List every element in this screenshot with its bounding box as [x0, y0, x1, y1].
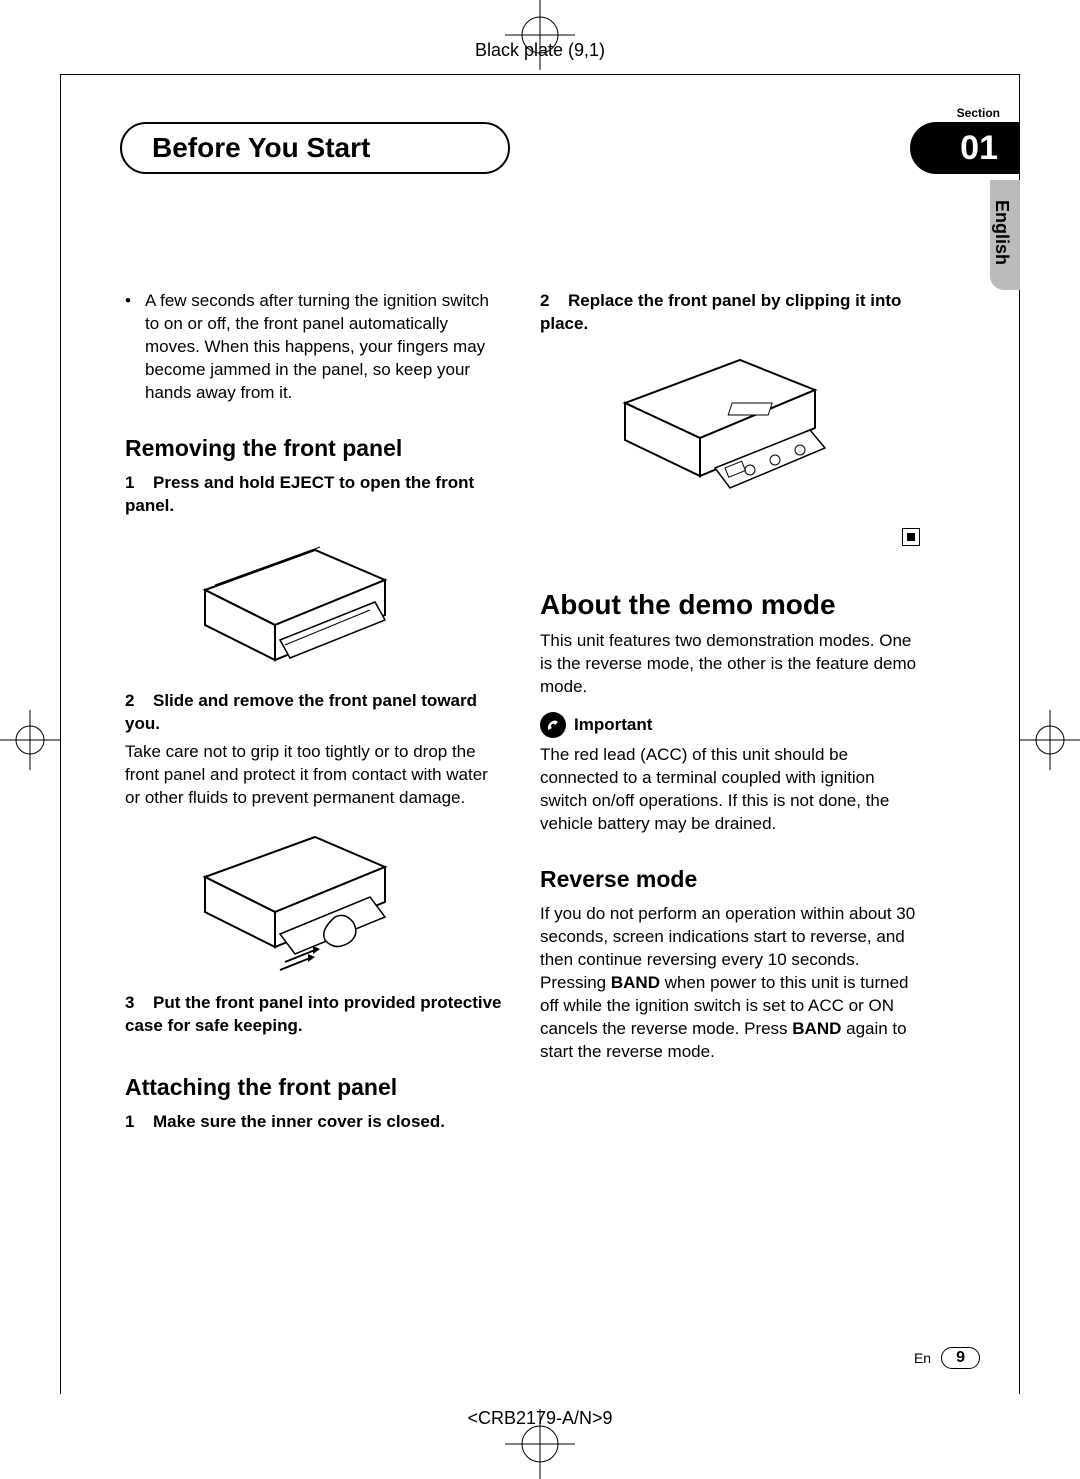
remove-step-3: 3Put the front panel into provided prote… — [125, 992, 505, 1038]
page-border — [60, 74, 61, 1394]
figure-open-panel — [185, 530, 505, 670]
important-icon — [540, 712, 566, 738]
step-number: 3 — [125, 992, 153, 1015]
page-title: Before You Start — [120, 122, 510, 174]
figure-attach-panel — [600, 348, 920, 508]
lang-abbrev: En — [914, 1350, 931, 1366]
crop-mark-right — [1020, 710, 1080, 770]
page-border — [60, 74, 1020, 75]
step-number: 1 — [125, 472, 153, 495]
black-plate-label: Black plate (9,1) — [0, 40, 1080, 61]
page-number: 9 — [941, 1347, 980, 1369]
remove-step-1: 1Press and hold EJECT to open the front … — [125, 472, 505, 518]
attach-step-1: 1Make sure the inner cover is closed. — [125, 1111, 505, 1134]
about-demo-body: This unit features two demonstration mod… — [540, 630, 920, 699]
step-text: Replace the front panel by clipping it i… — [540, 291, 901, 333]
section-number: 01 — [910, 122, 1020, 174]
figure-remove-panel — [185, 822, 505, 972]
remove-step-2-body: Take care not to grip it too tightly or … — [125, 741, 505, 810]
step-text: Press and hold EJECT to open the front p… — [125, 473, 474, 515]
band-keyword: BAND — [792, 1019, 841, 1038]
remove-step-2: 2Slide and remove the front panel toward… — [125, 690, 505, 736]
heading-about-demo: About the demo mode — [540, 586, 920, 624]
footer-code: <CRB2179-A/N>9 — [0, 1408, 1080, 1429]
step-text: Make sure the inner cover is closed. — [153, 1112, 445, 1131]
section-end-mark — [540, 528, 920, 546]
right-column: 2Replace the front panel by clipping it … — [540, 290, 920, 1074]
step-text: Slide and remove the front panel toward … — [125, 691, 477, 733]
warning-text: A few seconds after turning the ignition… — [145, 290, 505, 405]
section-label: Section — [957, 106, 1000, 120]
step-number: 2 — [540, 290, 568, 313]
important-callout: Important — [540, 712, 920, 738]
heading-reverse-mode: Reverse mode — [540, 864, 920, 895]
warning-bullet: • A few seconds after turning the igniti… — [125, 290, 505, 405]
step-number: 1 — [125, 1111, 153, 1134]
heading-removing: Removing the front panel — [125, 433, 505, 464]
step-text: Put the front panel into provided protec… — [125, 993, 502, 1035]
language-label: English — [991, 200, 1012, 265]
step-number: 2 — [125, 690, 153, 713]
attach-step-2: 2Replace the front panel by clipping it … — [540, 290, 920, 336]
heading-attaching: Attaching the front panel — [125, 1072, 505, 1103]
bullet-icon: • — [125, 290, 145, 405]
page-footer: En 9 — [914, 1347, 980, 1369]
crop-mark-left — [0, 710, 60, 770]
left-column: • A few seconds after turning the igniti… — [125, 290, 505, 1140]
important-label: Important — [574, 714, 652, 737]
reverse-mode-body: If you do not perform an operation withi… — [540, 903, 920, 1064]
important-body: The red lead (ACC) of this unit should b… — [540, 744, 920, 836]
band-keyword: BAND — [611, 973, 660, 992]
